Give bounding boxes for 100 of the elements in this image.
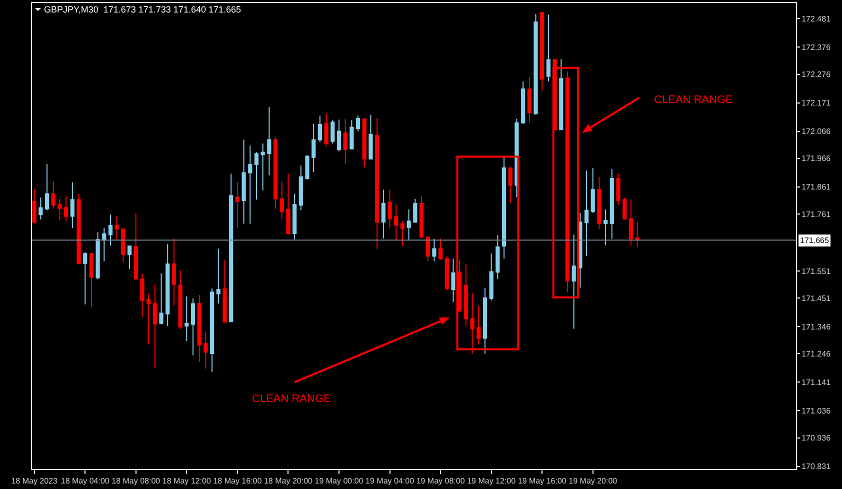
candlestick — [64, 195, 68, 222]
candlestick — [604, 208, 608, 246]
y-tick-label: 171.246 — [802, 350, 832, 359]
candlestick — [108, 214, 113, 246]
candlestick — [508, 167, 512, 204]
ref-line-label: 171.665 — [800, 236, 830, 245]
candlestick — [616, 173, 620, 206]
y-tick-label: 172.376 — [802, 43, 832, 52]
x-tick-label: 19 May 00:00 — [314, 476, 364, 486]
candlestick — [318, 115, 322, 143]
candlestick — [451, 258, 456, 303]
y-tick-label: 171.141 — [802, 378, 832, 387]
candlestick — [540, 12, 544, 91]
candlestick — [273, 136, 278, 210]
annotation: CLEAN RANGE — [252, 393, 331, 405]
candlestick — [502, 155, 506, 260]
candlestick — [534, 13, 538, 116]
candlestick — [134, 212, 138, 281]
candlestick — [521, 80, 526, 124]
candlestick — [242, 139, 246, 224]
candlestick — [159, 272, 164, 325]
candlestick — [32, 188, 36, 224]
candlestick — [121, 228, 126, 263]
candlestick — [166, 243, 170, 327]
candlestick — [336, 119, 342, 152]
y-tick-label: 171.761 — [802, 210, 832, 219]
candlestick — [312, 123, 316, 172]
candlestick — [610, 168, 614, 240]
candlestick — [622, 197, 627, 220]
candlestick — [356, 115, 360, 132]
x-tick-label: 18 May 16:00 — [213, 476, 262, 486]
candlestick — [51, 180, 56, 210]
candlestick — [298, 164, 303, 211]
candlestick — [388, 189, 392, 229]
candlestick — [204, 332, 208, 370]
candlestick — [44, 164, 50, 211]
candlestick — [83, 252, 88, 305]
candlestick — [178, 270, 182, 330]
candlestick — [527, 76, 532, 123]
candlestick — [559, 58, 564, 130]
y-tick-label: 172.066 — [802, 127, 832, 136]
candlestick — [584, 170, 589, 257]
candlestick — [470, 292, 474, 354]
candlestick — [324, 113, 328, 147]
candlestick — [426, 236, 430, 262]
candlestick — [127, 246, 132, 270]
candlestick — [628, 199, 634, 246]
candlestick — [432, 238, 436, 262]
candlestick — [280, 180, 284, 220]
candlestick — [305, 154, 310, 180]
candlestick — [216, 248, 220, 304]
candlestick — [375, 118, 380, 250]
candlestick — [140, 272, 144, 318]
y-tick-label: 170.831 — [802, 462, 832, 472]
y-tick-label: 171.451 — [802, 294, 832, 303]
candlestick — [229, 173, 234, 322]
candlestick — [146, 293, 151, 345]
candlestick — [400, 220, 405, 247]
candlestick — [58, 198, 62, 221]
candlestick — [184, 296, 189, 342]
candlestick — [496, 234, 500, 280]
candlestick — [394, 204, 398, 241]
candlestick — [635, 221, 640, 248]
y-tick-label: 170.936 — [802, 434, 832, 443]
candlestick — [572, 234, 576, 330]
candlestick — [362, 118, 366, 168]
y-tick-label: 171.966 — [802, 154, 832, 164]
x-tick-label: 19 May 08:00 — [416, 476, 466, 486]
candlestick — [254, 152, 259, 200]
candlestick — [330, 120, 335, 144]
candlestick — [197, 294, 202, 363]
x-tick-label: 18 May 12:00 — [162, 476, 212, 486]
x-tick-label: 18 May 04:00 — [60, 476, 110, 486]
candlestick — [546, 14, 551, 82]
y-tick-label: 171.861 — [802, 182, 832, 192]
y-tick-label: 172.276 — [802, 70, 832, 80]
candlestick — [476, 305, 481, 345]
candlestick — [235, 182, 240, 228]
candlestick — [565, 70, 570, 293]
candlestick — [368, 114, 373, 160]
candlestick — [152, 284, 157, 369]
x-tick-label: 19 May 16:00 — [518, 476, 567, 486]
annotation: CLEAN RANGE — [654, 94, 733, 106]
candlestick — [590, 167, 595, 214]
candlestick — [190, 298, 196, 356]
y-tick-label: 172.481 — [802, 14, 832, 24]
candlestick — [38, 196, 43, 220]
candlestick — [96, 232, 100, 280]
x-tick-label: 19 May 04:00 — [366, 476, 415, 486]
candlestick — [464, 264, 468, 326]
candlestick — [413, 198, 418, 223]
candlestick — [172, 238, 176, 306]
candlestick — [267, 106, 272, 176]
y-tick-label: 171.346 — [802, 322, 832, 332]
candlestick — [76, 193, 81, 265]
candlestick — [438, 238, 443, 260]
candlestick — [444, 256, 449, 291]
x-tick-label: 19 May 20:00 — [568, 476, 618, 486]
x-tick-label: 18 May 08:00 — [112, 476, 161, 486]
x-tick-label: 19 May 12:00 — [467, 476, 516, 486]
